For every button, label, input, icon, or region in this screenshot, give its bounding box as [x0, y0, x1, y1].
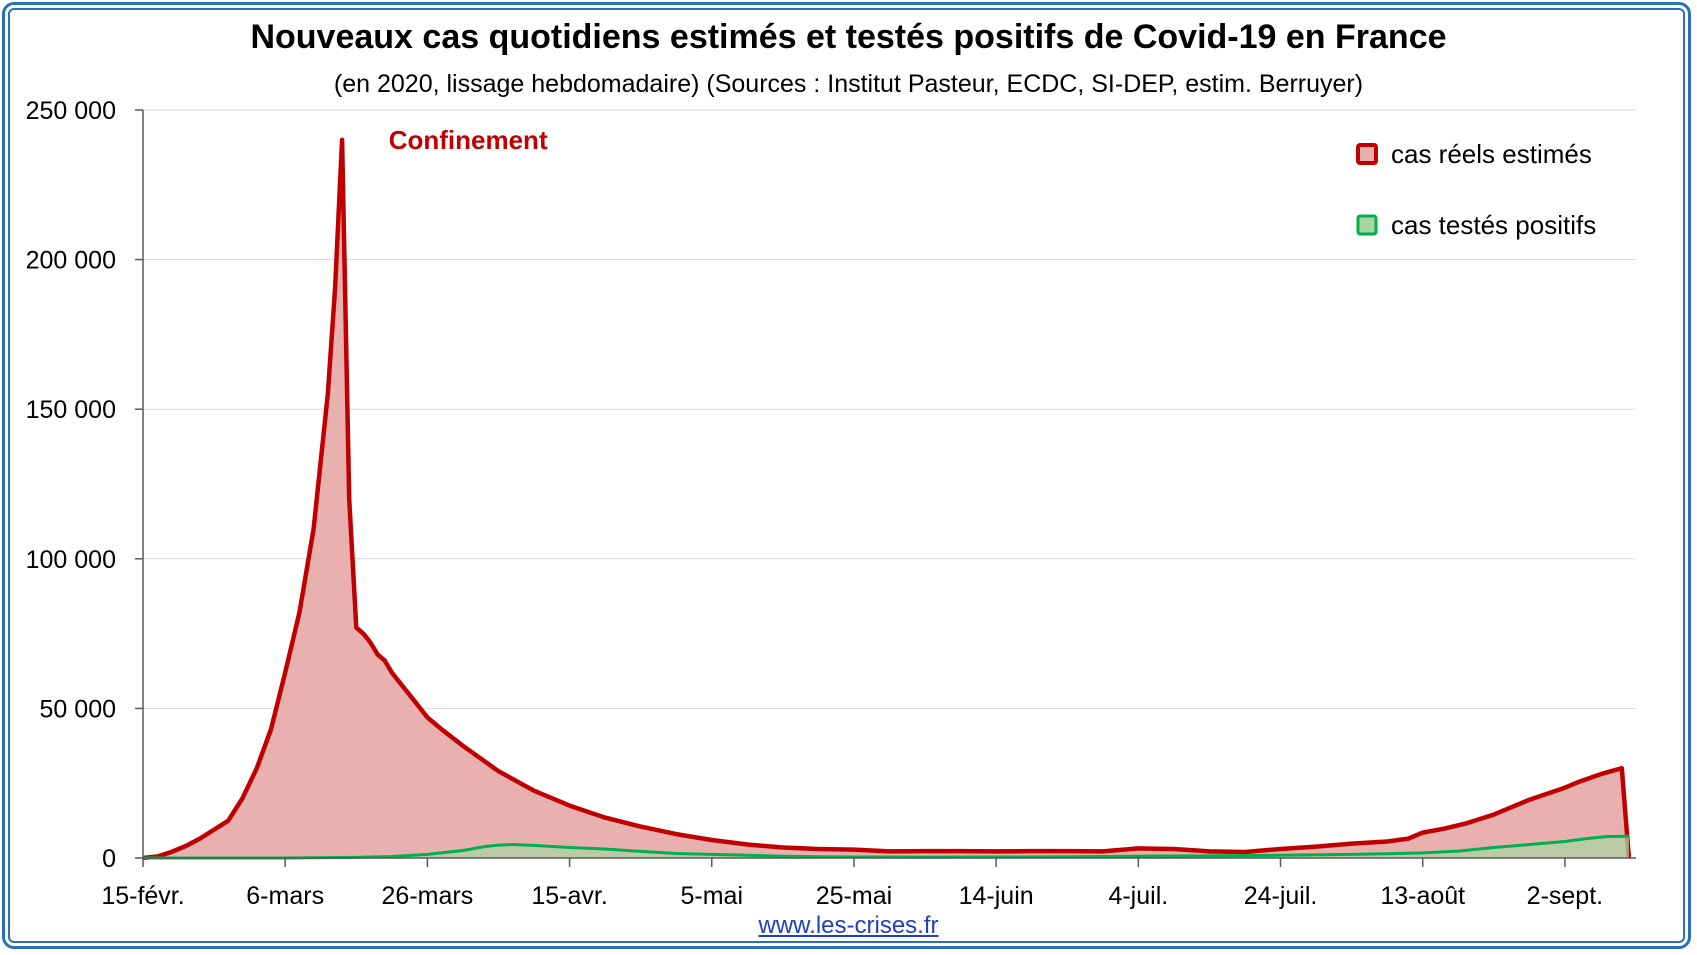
x-tick-label: 25-mai [816, 882, 892, 910]
series-line-0 [142, 137, 1632, 861]
chart-inner-frame [8, 8, 1685, 943]
y-tick-label: 250 000 [26, 97, 116, 125]
y-tick-labels: 0 50 000 100 000 150 000 200 000 250 000 [26, 97, 116, 873]
y-tick-label: 100 000 [26, 546, 116, 574]
x-tick-label: 2-sept. [1527, 882, 1603, 910]
x-tick-label: 15-avr. [531, 882, 607, 910]
chart-title: Nouveaux cas quotidiens estimés et testé… [250, 18, 1447, 56]
series-line-1 [143, 834, 1629, 860]
x-tick-label: 24-juil. [1244, 882, 1318, 910]
x-tick-label: 13-août [1380, 882, 1465, 910]
y-tick-label: 0 [102, 845, 116, 873]
x-tick-label: 14-juin [959, 882, 1034, 910]
legend-label-cas-testes: cas testés positifs [1391, 210, 1596, 240]
legend-label-cas-reels: cas réels estimés [1391, 139, 1592, 169]
y-tick-label: 50 000 [40, 695, 116, 723]
x-tick-label: 4-juil. [1108, 882, 1168, 910]
x-tick-label: 15-févr. [101, 882, 184, 910]
x-tick-labels: 15-févr. 6-mars 26-mars 15-avr. 5-mai 25-mai 1… [101, 882, 1603, 910]
grid-lines [143, 109, 1636, 709]
series-area-0 [143, 139, 1629, 858]
annotation-confinement: Confinement [389, 125, 548, 155]
chart-subtitle: (en 2020, lissage hebdomadaire) (Sources… [333, 70, 1364, 98]
legend: cas réels estimés cas testés positifs [1356, 139, 1596, 240]
source-link[interactable]: www.les-crises.fr [758, 912, 939, 939]
legend-swatch-cas-reels [1356, 143, 1378, 165]
series-area-1 [143, 836, 1629, 858]
y-tick-label: 150 000 [26, 396, 116, 424]
x-tick-label: 6-mars [246, 882, 324, 910]
y-tick-label: 200 000 [26, 247, 116, 275]
axes [135, 109, 1636, 867]
x-tick-label: 5-mai [681, 882, 744, 910]
legend-swatch-cas-testes [1356, 214, 1378, 236]
x-tick-label: 26-mars [382, 882, 474, 910]
series-areas [142, 137, 1632, 861]
